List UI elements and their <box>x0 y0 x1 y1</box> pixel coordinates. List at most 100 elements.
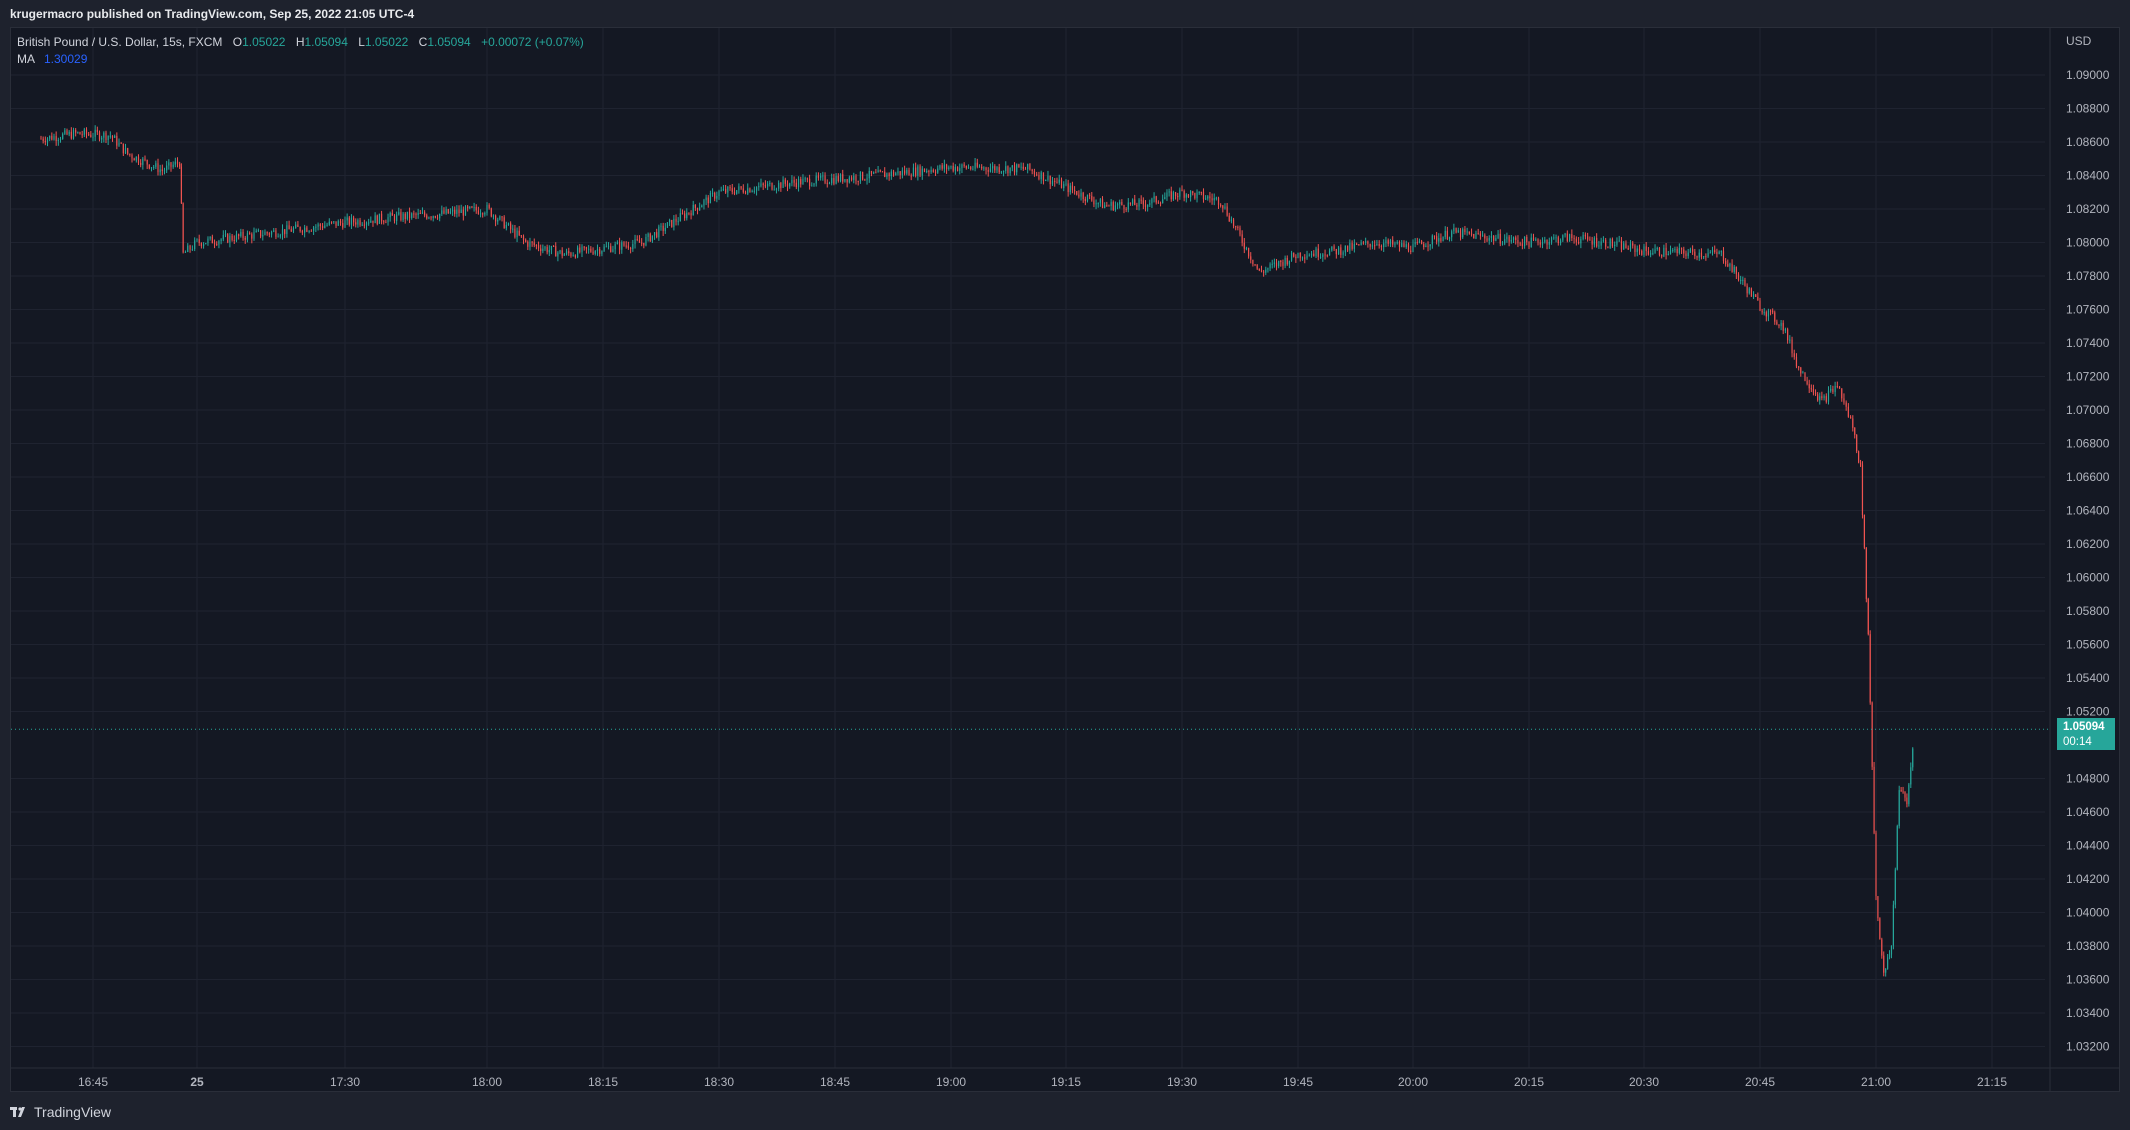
candle-body <box>1086 194 1089 201</box>
candle-body <box>1215 197 1217 199</box>
chart-pane[interactable] <box>10 27 2120 1092</box>
candle-body <box>1725 260 1727 265</box>
candle-body <box>645 236 647 246</box>
candle-body <box>1209 196 1211 199</box>
candle-body <box>1678 247 1680 254</box>
candle-body <box>1912 748 1914 768</box>
candle-body <box>304 227 306 233</box>
candle-body <box>522 236 525 240</box>
candle-body <box>1196 192 1198 199</box>
ma-legend-row[interactable]: MA 1.30029 <box>17 51 584 68</box>
candle-body <box>906 169 908 174</box>
candle-body <box>137 156 140 163</box>
candle-body <box>1194 193 1196 199</box>
candle-body <box>411 213 413 219</box>
candle-body <box>396 214 398 221</box>
candle-body <box>1297 252 1299 259</box>
candle-body <box>1252 259 1254 265</box>
candle-body <box>540 248 542 252</box>
time-tick-label: 18:30 <box>704 1075 734 1089</box>
candle-body <box>775 188 778 190</box>
candle-body <box>350 217 353 225</box>
candle-body <box>286 225 288 234</box>
candle-body <box>879 170 881 172</box>
candle-body <box>1827 390 1830 402</box>
candle-body <box>1757 296 1759 301</box>
candle-body <box>603 246 605 252</box>
candle-body <box>853 175 855 180</box>
candle-body <box>224 234 227 236</box>
candle-body <box>1367 241 1369 244</box>
candle-body <box>1202 192 1205 200</box>
candle-body <box>1213 198 1215 201</box>
candle-body <box>1147 204 1149 208</box>
candle-body <box>503 217 505 229</box>
candle-body <box>1455 228 1457 233</box>
candle-body <box>79 132 81 135</box>
candle-body <box>989 168 992 172</box>
candle-body <box>950 165 952 168</box>
candle-body <box>1582 234 1584 240</box>
candle-body <box>1313 253 1315 257</box>
candle-body <box>857 180 859 182</box>
candle-body <box>718 190 720 197</box>
price-tick-label: 1.04400 <box>2066 839 2110 853</box>
candle-body <box>610 246 612 252</box>
candle-body <box>932 170 934 172</box>
candle-body <box>1705 256 1707 258</box>
candle-body <box>1416 242 1418 244</box>
candle-body <box>1286 257 1288 265</box>
price-chart[interactable]: 1.09000 1.08800 1.08600 1.08400 1.08200 1.080… <box>0 0 2130 1092</box>
candle-body <box>875 172 877 174</box>
candle-body <box>797 178 800 188</box>
candle-body <box>813 183 815 186</box>
candle-body <box>1002 171 1005 173</box>
candle-body <box>563 254 565 256</box>
candle-body <box>1861 464 1864 515</box>
symbol-description[interactable]: British Pound / U.S. Dollar, 15s, FXCM <box>17 35 223 49</box>
candle-body <box>168 162 170 166</box>
candle-body <box>144 158 146 160</box>
candle-body <box>716 196 718 199</box>
candle-body <box>786 183 789 187</box>
candle-body <box>826 182 828 184</box>
candle-body <box>458 209 460 214</box>
candle-body <box>184 251 187 253</box>
candle-body <box>877 170 879 173</box>
candle-body <box>1810 388 1812 390</box>
candle-body <box>1665 247 1667 256</box>
candle-body <box>363 224 365 226</box>
candle-body <box>1748 288 1750 294</box>
candle-body <box>736 190 738 194</box>
candle-body <box>544 247 546 249</box>
candle-body <box>1843 398 1845 403</box>
candle-body <box>859 171 862 182</box>
candle-body <box>1468 231 1470 234</box>
candle-body <box>1568 234 1571 242</box>
candle-body <box>767 183 769 187</box>
candle-body <box>588 248 590 250</box>
candle-body <box>1217 197 1220 205</box>
candle-body <box>1089 194 1091 196</box>
candle-body <box>451 209 454 212</box>
tradingview-logo[interactable]: TradingView <box>10 1104 111 1120</box>
candle-body <box>1623 243 1625 250</box>
candle-body <box>1119 202 1121 205</box>
candle-body <box>1731 263 1733 272</box>
candle-body <box>557 252 559 257</box>
candle-body <box>525 239 527 242</box>
candle-body <box>1027 163 1029 170</box>
candle-body <box>460 209 462 214</box>
candle-body <box>520 235 522 237</box>
candle-body <box>1036 174 1038 176</box>
candle-body <box>1228 215 1230 222</box>
candle-body <box>653 232 656 236</box>
candle-body <box>923 168 926 172</box>
candle-body <box>400 212 402 221</box>
candle-body <box>1275 262 1278 267</box>
candle-body <box>1273 262 1275 264</box>
candle-body <box>107 135 109 141</box>
candle-body <box>1183 191 1185 198</box>
candle-body <box>1495 238 1497 241</box>
candle-body <box>1181 189 1183 192</box>
